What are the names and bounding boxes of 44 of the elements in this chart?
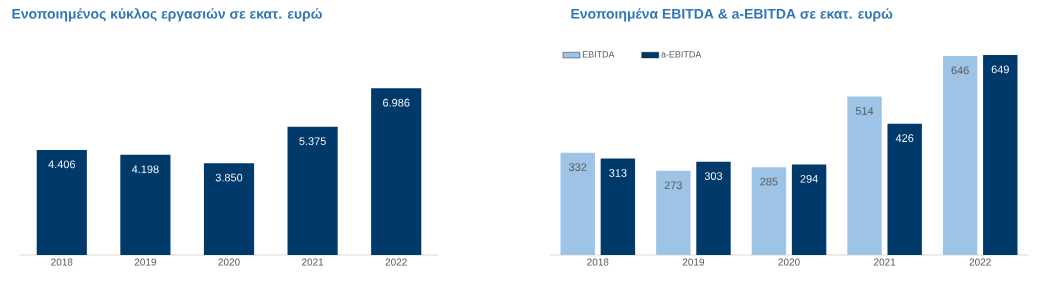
bar bbox=[656, 170, 691, 255]
x-tick-label: 2021 bbox=[874, 258, 896, 266]
data-label: 426 bbox=[895, 134, 914, 142]
x-tick-label: 2022 bbox=[969, 258, 991, 266]
bar bbox=[36, 149, 87, 255]
data-label: 649 bbox=[991, 65, 1009, 74]
bar bbox=[983, 55, 1018, 255]
data-label: 285 bbox=[760, 177, 778, 186]
x-tick-label: 2019 bbox=[134, 258, 157, 266]
data-label: 4.406 bbox=[48, 160, 76, 169]
data-label: 303 bbox=[704, 172, 723, 180]
bar bbox=[371, 88, 422, 255]
bar bbox=[203, 163, 255, 255]
data-label: 4.198 bbox=[131, 165, 159, 174]
x-tick-label: 2022 bbox=[385, 258, 407, 266]
x-tick-label: 2018 bbox=[51, 258, 73, 266]
chart-title: Ενοποιημένα EBITDA & a-EBITDA σε εκατ. ευρώ bbox=[571, 8, 893, 22]
data-label: 294 bbox=[800, 174, 818, 183]
data-label: 6.986 bbox=[383, 98, 410, 107]
data-label: 3.850 bbox=[215, 173, 243, 182]
data-label: 646 bbox=[951, 66, 969, 75]
chart-title: Ενοποιημένος κύκλος εργασιών σε εκατ. ευρώ bbox=[12, 8, 322, 22]
data-label: 514 bbox=[855, 107, 874, 115]
bar bbox=[942, 55, 978, 255]
x-tick-label: 2018 bbox=[587, 258, 609, 266]
data-label: 273 bbox=[664, 181, 682, 190]
bar bbox=[887, 123, 922, 255]
bar bbox=[600, 158, 636, 255]
bar bbox=[120, 154, 171, 255]
legend-label: a-EBITDA bbox=[661, 51, 702, 58]
x-tick-label: 2021 bbox=[302, 258, 324, 266]
legend-label: EBITDA bbox=[582, 51, 615, 58]
x-tick-label: 2019 bbox=[682, 258, 705, 266]
bar bbox=[287, 126, 338, 255]
bar bbox=[791, 164, 827, 255]
x-tick-label: 2020 bbox=[778, 258, 800, 266]
bar bbox=[696, 161, 731, 255]
bar bbox=[751, 167, 787, 255]
x-tick-label: 2020 bbox=[218, 258, 240, 266]
bar bbox=[847, 96, 882, 255]
data-label: 313 bbox=[609, 169, 627, 177]
data-label: 5.375 bbox=[299, 137, 326, 146]
bar bbox=[560, 152, 595, 255]
data-label: 332 bbox=[569, 163, 587, 171]
